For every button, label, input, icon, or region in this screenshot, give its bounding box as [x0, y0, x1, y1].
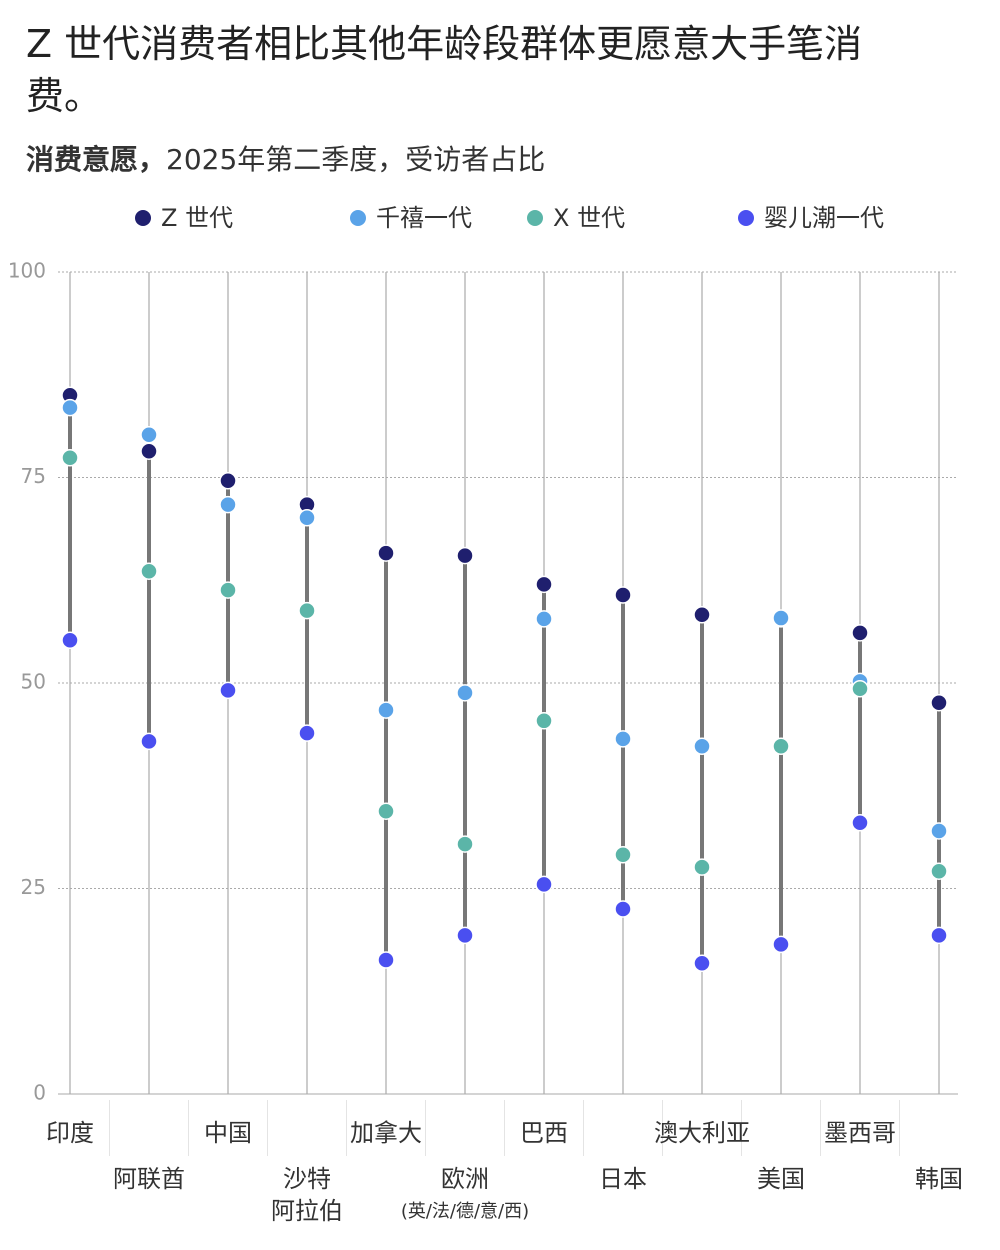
x-tick-line: (英/法/德/意/西) [401, 1201, 529, 1222]
x-tick-label: 巴西 [520, 1119, 568, 1147]
legend-label: 千禧一代 [376, 204, 472, 232]
dot [140, 426, 158, 444]
dot [930, 926, 948, 945]
dot [219, 681, 237, 700]
x-tick-label: 墨西哥 [824, 1119, 896, 1147]
x-tick-label: 韩国 [915, 1165, 963, 1193]
x-tick-label: 澳大利亚 [654, 1119, 750, 1147]
dot [377, 951, 395, 969]
x-tick-line: 阿联酋 [113, 1165, 185, 1193]
x-tick-line: 美国 [757, 1165, 805, 1193]
x-tick-label: 印度 [46, 1119, 94, 1147]
dot [693, 954, 711, 973]
subtitle: 消费意愿，2025年第二季度，受访者占比 [26, 138, 545, 178]
dot [377, 802, 395, 820]
x-tick-line: 加拿大 [350, 1119, 422, 1147]
dot [535, 610, 553, 628]
x-tick-line: 巴西 [520, 1119, 568, 1147]
dot [61, 631, 79, 650]
y-tick-label: 0 [33, 1081, 46, 1105]
dot [772, 609, 790, 627]
dot [140, 732, 158, 751]
legend-swatch [350, 210, 366, 226]
dot [140, 442, 158, 460]
legend-label: Z 世代 [161, 204, 233, 232]
dot [535, 712, 553, 730]
dot [693, 858, 711, 876]
dot [456, 835, 474, 853]
legend-label: X 世代 [553, 204, 625, 232]
dot [930, 862, 948, 880]
dot [219, 472, 237, 490]
dot [930, 693, 948, 712]
y-tick-label: 75 [21, 464, 46, 488]
y-tick-label: 25 [21, 875, 46, 899]
dot [535, 575, 553, 594]
subtitle-bold: 消费意愿， [26, 143, 167, 176]
subtitle-text: 2025年第二季度，受访者占比 [166, 143, 546, 176]
dot [298, 601, 316, 620]
x-tick-line: 阿拉伯 [271, 1197, 343, 1225]
legend-label: 婴儿潮一代 [764, 204, 884, 232]
dot [456, 926, 474, 945]
dot [61, 449, 79, 467]
dot [614, 846, 632, 864]
dot [930, 822, 948, 840]
x-tick-label: 美国 [757, 1165, 805, 1193]
dot [772, 737, 790, 756]
legend-swatch [738, 210, 754, 226]
x-tick-label: 欧洲 (英/法/德/意/西) [401, 1165, 529, 1222]
x-tick-line: 中国 [204, 1119, 252, 1147]
dot [614, 900, 632, 918]
y-tick-label: 100 [8, 259, 46, 283]
dot [298, 724, 316, 742]
dot [298, 509, 316, 527]
dot [851, 624, 869, 642]
dot [219, 495, 237, 514]
x-tick-line: 印度 [46, 1119, 94, 1147]
x-tick-label: 加拿大 [350, 1119, 422, 1147]
dot [851, 813, 869, 832]
x-tick-line: 韩国 [915, 1165, 963, 1193]
dot [693, 737, 711, 756]
x-tick-line: 日本 [599, 1165, 647, 1193]
dot [219, 581, 237, 599]
dot [456, 684, 474, 702]
dot [377, 701, 395, 719]
chart-title: Z 世代消费者相比其他年龄段群体更愿意大手笔消费。 [26, 22, 863, 118]
x-tick-label: 沙特阿拉伯 [271, 1165, 343, 1225]
dot [377, 544, 395, 562]
x-tick-line: 沙特 [283, 1165, 331, 1193]
dot [456, 546, 474, 565]
dot [61, 398, 79, 417]
dot [535, 875, 553, 894]
dot [614, 586, 632, 604]
x-tick-line: 欧洲 [441, 1165, 489, 1193]
legend-swatch [527, 210, 543, 226]
y-tick-label: 50 [21, 670, 46, 694]
dot [851, 680, 869, 698]
x-tick-label: 日本 [599, 1165, 647, 1193]
dot [693, 606, 711, 624]
dot [614, 730, 632, 748]
legend-swatch [135, 210, 151, 226]
x-tick-label: 中国 [204, 1119, 252, 1147]
dot [772, 935, 790, 954]
dot [140, 562, 158, 580]
x-tick-line: 墨西哥 [824, 1119, 896, 1147]
x-tick-line: 澳大利亚 [654, 1119, 750, 1147]
x-tick-label: 阿联酋 [113, 1165, 185, 1193]
